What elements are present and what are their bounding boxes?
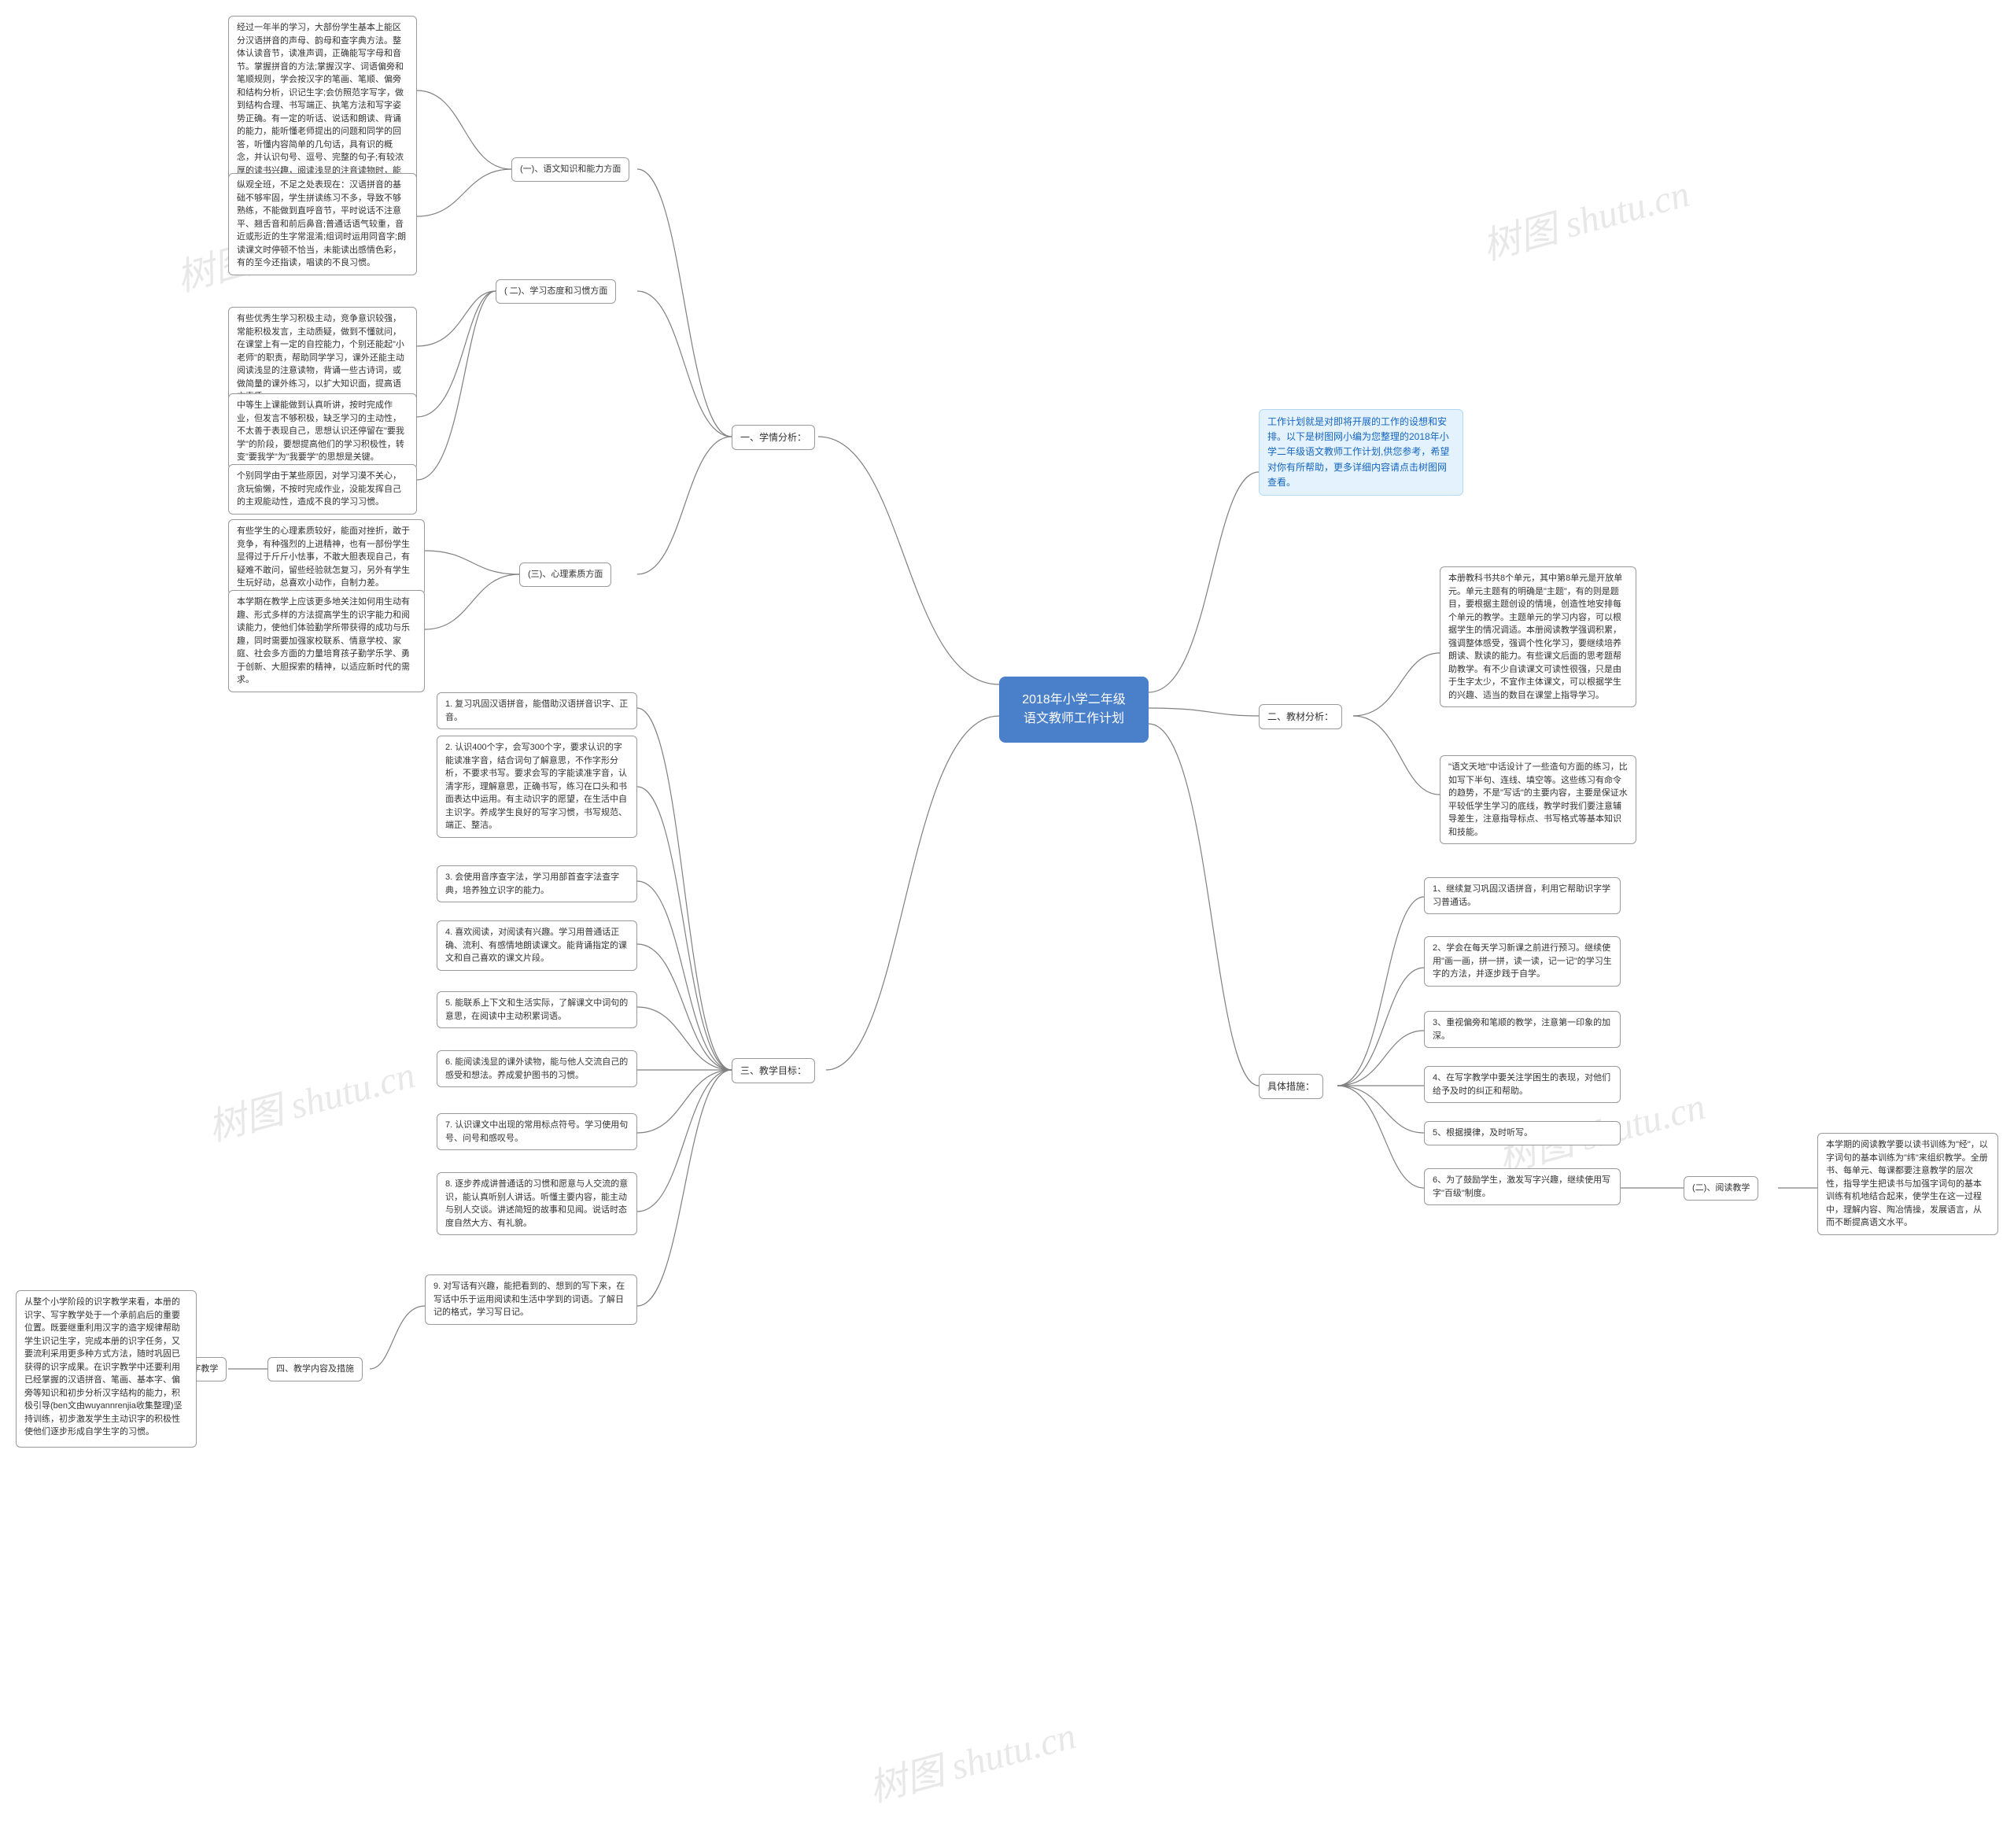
b3-p9: 9. 对写话有兴趣，能把看到的、想到的写下来，在写话中乐于运用阅读和生活中学到的… bbox=[425, 1274, 637, 1325]
branch-3: 三、教学目标： bbox=[732, 1058, 815, 1083]
b3-p3: 3. 会使用音序查字法，学习用部首查字法查字典，培养独立识字的能力。 bbox=[437, 865, 637, 902]
b3-p8: 8. 逐步养成讲普通话的习惯和愿意与人交流的意识，能认真听别人讲话。听懂主要内容… bbox=[437, 1172, 637, 1235]
b1-s3: (三)、心理素质方面 bbox=[519, 563, 611, 587]
b1-s2: ( 二)、学习态度和习惯方面 bbox=[496, 279, 616, 304]
b3-p2: 2. 认识400个字，会写300个字，要求认识的字能读准字音，结合词句了解意思，… bbox=[437, 736, 637, 838]
m3: 3、重视偏旁和笔顺的教学，注意第一印象的加深。 bbox=[1424, 1011, 1621, 1048]
m4: 4、在写字教学中要关注学困生的表现，对他们给予及时的纠正和帮助。 bbox=[1424, 1066, 1621, 1103]
b3-p7: 7. 认识课文中出现的常用标点符号。学习使用句号、问号和感叹号。 bbox=[437, 1113, 637, 1150]
branch-1: 一、学情分析： bbox=[732, 425, 815, 450]
measures: 具体措施： bbox=[1259, 1074, 1323, 1099]
watermark: 树图 shutu.cn bbox=[1476, 162, 1695, 270]
b1-s1-p1: 经过一年半的学习，大部份学生基本上能区分汉语拼音的声母、韵母和查字典方法。整体认… bbox=[228, 16, 417, 196]
b3-p1: 1. 复习巩固汉语拼音，能借助汉语拼音识字、正音。 bbox=[437, 692, 637, 729]
m1: 1、继续复习巩固汉语拼音，利用它帮助识字学习普通话。 bbox=[1424, 877, 1621, 914]
b3-p6: 6. 能阅读浅显的课外读物，能与他人交流自己的感受和想法。养成爱护图书的习惯。 bbox=[437, 1050, 637, 1087]
b2-p2: "语文天地"中话设计了一些造句方面的练习，比如写下半句、连线、填空等。这些练习有… bbox=[1440, 755, 1636, 844]
b2-p1: 本册教科书共8个单元，其中第8单元是开放单元。单元主题有的明确是"主题"，有的则… bbox=[1440, 566, 1636, 707]
intro-text: 工作计划就是对即将开展的工作的设想和安排。以下是树图网小编为您整理的2018年小… bbox=[1259, 409, 1463, 496]
b4-s1-p1: 从整个小学阶段的识字教学来看，本册的识字、写字教学处于一个承前启后的重要位置。既… bbox=[16, 1290, 197, 1448]
b1-s3-p1: 有些学生的心理素质较好，能面对挫折，敢于竞争，有种强烈的上进精神，也有一部份学生… bbox=[228, 519, 425, 596]
b3-p5: 5. 能联系上下文和生活实际，了解课文中词句的意思，在阅读中主动积累词语。 bbox=[437, 991, 637, 1028]
watermark: 树图 shutu.cn bbox=[201, 1043, 420, 1151]
branch-2: 二、教材分析： bbox=[1259, 704, 1342, 729]
b1-s2-p3: 个别同学由于某些原因，对学习漠不关心，贪玩偷懒，不按时完成作业，没能发挥自己的主… bbox=[228, 464, 417, 515]
b1-s1-p2: 纵观全班，不足之处表现在：汉语拼音的基础不够牢固，学生拼读练习不多，导致不够熟练… bbox=[228, 173, 417, 275]
connectors bbox=[0, 0, 2014, 1848]
branch-4: 四、教学内容及措施 bbox=[267, 1357, 363, 1381]
center-title: 2018年小学二年级语文教师工作计划 bbox=[999, 677, 1149, 743]
b1-s1: (一)、语文知识和能力方面 bbox=[511, 157, 629, 182]
measures-s2: (二)、阅读教学 bbox=[1684, 1176, 1758, 1201]
m5: 5、根据摸律，及时听写。 bbox=[1424, 1121, 1621, 1145]
b1-s3-p2: 本学期在教学上应该更多地关注如何用生动有趣、形式多样的方法提高学生的识字能力和阅… bbox=[228, 590, 425, 692]
watermark: 树图 shutu.cn bbox=[862, 1704, 1081, 1812]
measures-s2-p1: 本学期的阅读教学要以读书训练为"经"，以字词句的基本训练为"纬"来组织教学。全册… bbox=[1817, 1133, 1998, 1235]
m6: 6、为了鼓励学生，激发写字兴趣，继续使用写字"百级"制度。 bbox=[1424, 1168, 1621, 1205]
b1-s2-p2: 中等生上课能做到认真听讲，按时完成作业，但发言不够积极，缺乏学习的主动性，不太善… bbox=[228, 393, 417, 470]
b3-p4: 4. 喜欢阅读，对阅读有兴趣。学习用普通话正确、流利、有感情地朗读课文。能背诵指… bbox=[437, 920, 637, 971]
m2: 2、学会在每天学习新课之前进行预习。继续使用"画一画，拼一拼，读一读，记一记"的… bbox=[1424, 936, 1621, 987]
